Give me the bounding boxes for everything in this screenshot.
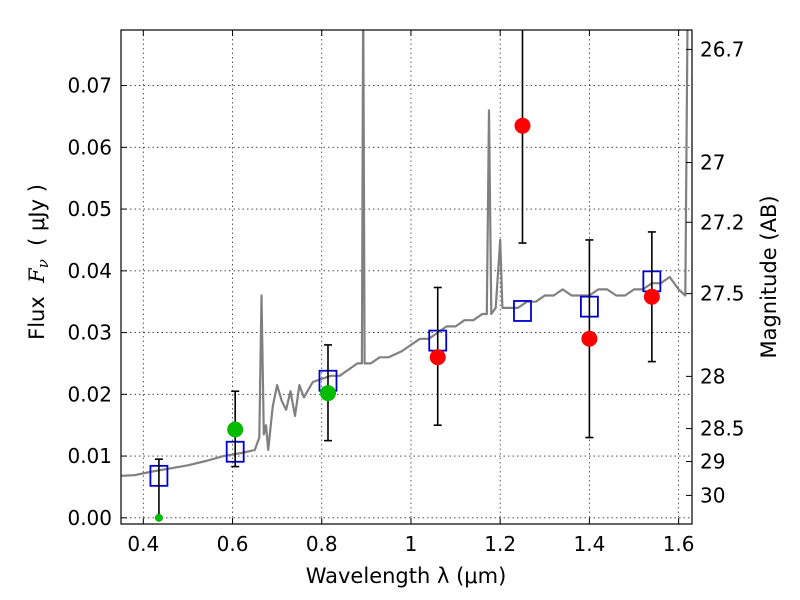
y2-tick-label: 26.7 xyxy=(700,37,745,61)
observed-point xyxy=(429,349,446,366)
grid xyxy=(121,30,692,524)
ticks xyxy=(121,30,692,524)
x-tick-label: 1 xyxy=(405,532,418,556)
x-tick-label: 1.6 xyxy=(663,532,695,556)
y-tick-label: 0.07 xyxy=(67,74,112,98)
y2-tick-label: 30 xyxy=(700,483,725,507)
y2-tick-label: 27 xyxy=(700,150,725,174)
x-tick-label: 1.4 xyxy=(573,532,605,556)
y-axis-label: Flux Fν ( μJy ) xyxy=(25,184,52,340)
tick-labels: 0.4 0.6 0.8 1 1.2 1.4 1.6 0.00 0.01 0.02 0.03 0.04 0… xyxy=(67,37,744,556)
x-axis-label: Wavelength λ (μm) xyxy=(306,564,507,588)
y2-tick-label: 27.5 xyxy=(700,282,745,306)
y-tick-label: 0.01 xyxy=(67,444,112,468)
y-tick-label: 0.04 xyxy=(67,259,112,283)
y-tick-label: 0.03 xyxy=(67,321,112,345)
observed-point xyxy=(643,288,660,305)
y2-tick-label: 29 xyxy=(700,450,725,474)
y-axis-label-symbol: F xyxy=(25,267,49,284)
y2-axis-label: Magnitude (AB) xyxy=(757,195,781,358)
observed-point xyxy=(581,330,598,347)
observed-point xyxy=(514,117,531,134)
x-tick-label: 0.6 xyxy=(217,532,249,556)
y2-tick-label: 28.5 xyxy=(700,417,745,441)
x-tick-label: 1.2 xyxy=(484,532,516,556)
sed-model-line xyxy=(121,30,689,477)
x-tick-label: 0.4 xyxy=(127,532,159,556)
y-axis-label-subscript: ν xyxy=(34,259,52,268)
x-tick-label: 0.8 xyxy=(306,532,338,556)
markers xyxy=(149,30,662,522)
y-tick-label: 0.05 xyxy=(67,197,112,221)
axes-frame xyxy=(120,29,693,525)
model-photometry-square xyxy=(513,300,532,322)
observed-point xyxy=(319,385,336,402)
y-tick-label: 0.06 xyxy=(67,135,112,159)
y-axis-label-prefix: Flux xyxy=(25,283,49,340)
y-axis-label-suffix: ( μJy ) xyxy=(25,184,49,259)
observed-point xyxy=(154,513,163,522)
y-tick-label: 0.02 xyxy=(67,382,112,406)
observed-point xyxy=(227,421,244,438)
y-tick-label: 0.00 xyxy=(67,506,112,530)
y2-tick-label: 27.2 xyxy=(700,210,745,234)
y2-tick-label: 28 xyxy=(700,364,725,388)
plot-area xyxy=(121,30,689,477)
